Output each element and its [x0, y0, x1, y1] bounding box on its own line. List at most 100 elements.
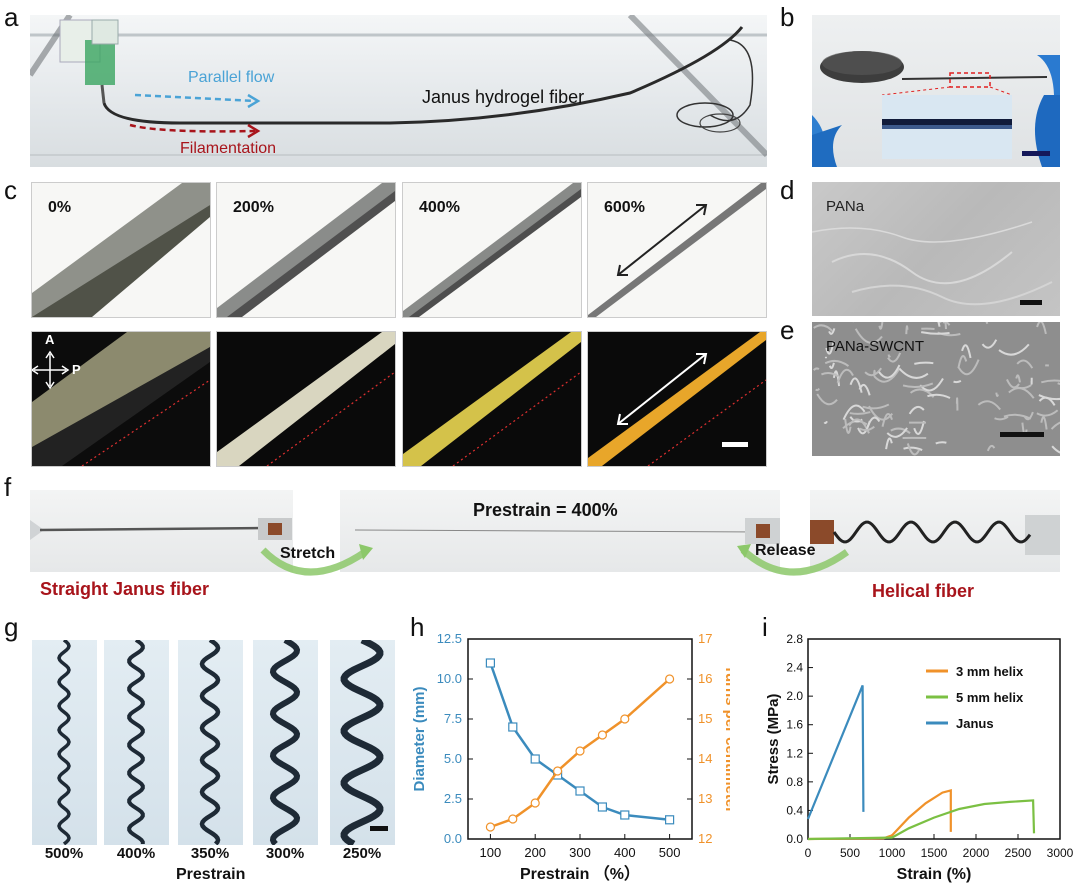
nanotube-strand [1015, 374, 1021, 383]
nanotube-strand [1003, 413, 1032, 420]
nanotube-strand [887, 354, 891, 358]
photo-f-helical-fiber [810, 490, 1060, 572]
y-right-tick-label: 14 [698, 751, 712, 766]
panel-label-d: d [780, 175, 795, 205]
nanotube-strand [920, 331, 950, 335]
nanotube-strand [864, 367, 883, 377]
data-point-diameter [575, 786, 585, 796]
nanotube-strand [1036, 409, 1059, 417]
prestrain-label: Prestrain = 400% [473, 500, 618, 520]
nanotube-strand [953, 380, 962, 384]
parallel-flow-label: Parallel flow [188, 69, 275, 86]
pana-label: PANa [826, 198, 865, 215]
data-point-turns [508, 814, 518, 824]
legend-label-2: Janus [956, 716, 994, 731]
nanotube-strand [906, 443, 921, 456]
nanotube-strand [955, 397, 959, 411]
nanotube-strand [878, 322, 884, 330]
y-left-tick-label: 12.5 [437, 631, 462, 646]
x-tick-label: 500 [659, 845, 681, 860]
nanotube-strand [935, 441, 947, 445]
photo-b-fiber-roll [812, 15, 1060, 167]
photo-a-fiber-spinning: Parallel flow Filamentation Janus hydrog… [30, 15, 767, 167]
polarizer-p-label: P [72, 362, 81, 377]
tile-polarized-600 [587, 331, 767, 467]
data-point-diameter [508, 722, 518, 732]
nanotube-strand [902, 382, 934, 389]
data-point-diameter [597, 802, 607, 812]
y-tick-label: 2.0 [786, 689, 803, 703]
tile-polarized-200 [216, 331, 396, 467]
nanotube-strand [1016, 359, 1034, 369]
nanotube-strand [1038, 394, 1060, 401]
nanotube-strand [828, 362, 835, 370]
fiber-roll-drawing [812, 51, 1060, 167]
nanotube-strand [937, 322, 941, 327]
y-tick-label: 0.0 [786, 832, 803, 846]
helical-fiber-caption: Helical fiber [872, 581, 975, 601]
strain-label-200: 200% [233, 199, 274, 216]
data-point-turns [597, 730, 607, 740]
nanotube-strand [849, 377, 863, 393]
tile-polarized-0: A P [31, 331, 211, 467]
stretch-arrow [260, 544, 373, 576]
helical-fiber-coil [832, 520, 1032, 544]
y-right-axis-label: Turns per centimeter [722, 665, 730, 813]
nanotube-strand [862, 403, 890, 410]
y-right-tick-label: 13 [698, 791, 712, 806]
nanotube-strand [1036, 322, 1047, 335]
nanotube-strand [815, 387, 821, 392]
y-right-tick-label: 15 [698, 711, 712, 726]
x-tick-label: 1500 [921, 846, 948, 860]
tile-brightfield-200: 200% [216, 182, 396, 318]
chart-h-diameter-turns: 100 200 300 400 500 0.0 2.5 5.0 7.5 10.0 12.5 12 13 1… [411, 631, 730, 883]
y-right-tick-label: 16 [698, 671, 712, 686]
panel-label-a: a [4, 2, 19, 32]
nanotube-strand [1023, 411, 1034, 421]
strain-label-400: 400% [419, 199, 460, 216]
y-left-tick-label: 0.0 [444, 831, 462, 846]
y-right-tick-label: 12 [698, 831, 712, 846]
helix-prestrain-label-4: 250% [342, 845, 382, 862]
helix-coil [57, 640, 71, 845]
nanotube-strand [927, 393, 951, 399]
nanotube-strand [844, 418, 852, 434]
y-axis-label: Stress (MPa) [765, 694, 782, 785]
nanotube-strand [812, 367, 820, 371]
strain-label-0: 0% [48, 199, 72, 216]
tile-polarized-400 [402, 331, 582, 467]
x-tick-label: 100 [480, 845, 502, 860]
scale-bar-e [1000, 432, 1044, 437]
photo-f-prestrain: Prestrain = 400% [340, 490, 780, 572]
nanotube-strand [957, 355, 968, 369]
plot-frame [467, 638, 693, 840]
y-tick-label: 1.2 [786, 746, 803, 760]
nanotube-strand [842, 404, 866, 421]
helix-prestrain-label-1: 400% [116, 845, 156, 862]
x-tick-label: 1000 [879, 846, 906, 860]
x-axis-label: Strain (%) [897, 866, 972, 883]
nanotube-strand [981, 339, 998, 349]
sem-image-pana: PANa [812, 182, 1060, 316]
y-left-tick-label: 10.0 [437, 671, 462, 686]
legend-label-0: 3 mm helix [956, 664, 1024, 679]
nanotube-strand [836, 368, 854, 384]
nanotube-strand [985, 322, 989, 325]
series-line-2 [806, 684, 865, 820]
nanotube-strand [957, 359, 980, 376]
release-arrow [737, 544, 850, 576]
janus-fiber-label: Janus hydrogel fiber [422, 87, 585, 107]
data-point-diameter [530, 754, 540, 764]
helix-prestrain-label-3: 300% [265, 845, 305, 862]
y-tick-label: 1.6 [786, 718, 803, 732]
helix-prestrain-label-0: 500% [44, 845, 84, 862]
strain-label-600: 600% [604, 199, 645, 216]
y-left-tick-label: 5.0 [444, 751, 462, 766]
polarizer-a-label: A [45, 332, 55, 347]
helix-photo-3 [253, 640, 318, 845]
x-tick-label: 0 [805, 846, 812, 860]
scale-bar-g [370, 826, 388, 831]
y-right-tick-label: 17 [698, 631, 712, 646]
series-line-0 [807, 788, 952, 841]
nanotube-strand [942, 322, 948, 330]
